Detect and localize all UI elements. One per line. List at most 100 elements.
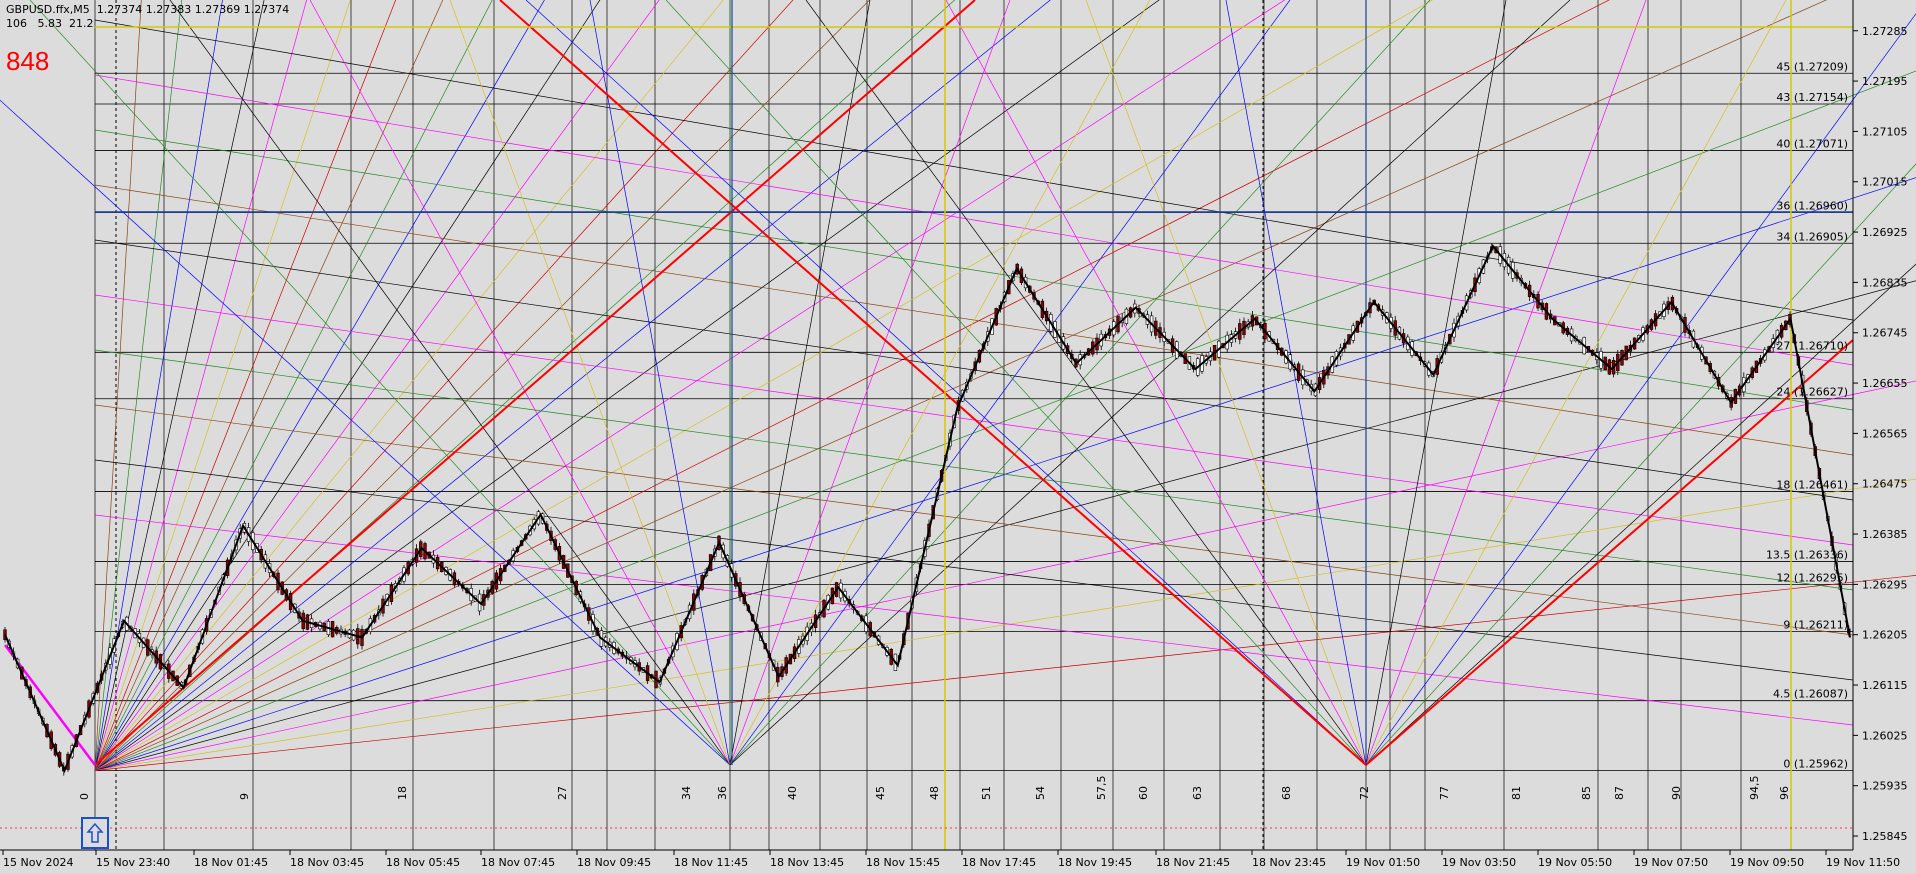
time-tick-label: 19 Nov 09:50 <box>1730 856 1804 869</box>
v-fan-line <box>0 99 731 766</box>
bottom-number: 77 <box>1438 786 1451 800</box>
bottom-number: 81 <box>1510 786 1523 800</box>
v-fan-line <box>1365 0 1787 766</box>
plot-area <box>0 0 1853 850</box>
fan-line <box>94 0 307 771</box>
fan-line <box>94 0 397 771</box>
bottom-number: 45 <box>874 786 887 800</box>
time-tick-label: 18 Nov 15:45 <box>866 856 940 869</box>
v-fan-line <box>1365 13 1916 766</box>
bottom-number: 63 <box>1191 786 1204 800</box>
time-tick-label: 18 Nov 01:45 <box>194 856 268 869</box>
fan-line <box>94 0 794 771</box>
bottom-number: 27 <box>556 786 569 800</box>
level-label: 12 (1.26295) <box>1776 571 1848 584</box>
fan-line <box>94 0 956 771</box>
scroll-arrow-button[interactable] <box>81 817 109 849</box>
red-diagonal <box>499 0 1367 766</box>
v-fan-line <box>589 0 731 766</box>
bottom-number: 60 <box>1137 786 1150 800</box>
level-label: 43 (1.27154) <box>1776 91 1848 104</box>
time-tick-label: 18 Nov 17:45 <box>962 856 1036 869</box>
v-fan-line <box>1365 263 1916 766</box>
time-tick-label: 18 Nov 07:45 <box>481 856 555 869</box>
zigzag <box>4 244 1851 774</box>
level-label: 34 (1.26905) <box>1776 230 1848 243</box>
bottom-number: 40 <box>786 786 799 800</box>
time-tick-label: 19 Nov 01:50 <box>1346 856 1420 869</box>
price-tick-label: 1.27015 <box>1862 176 1908 189</box>
fan-line <box>94 177 1916 771</box>
price-tick-label: 1.26745 <box>1862 327 1908 340</box>
time-tick-label: 18 Nov 11:45 <box>674 856 748 869</box>
bottom-number: 48 <box>928 786 941 800</box>
magenta-leg <box>4 644 96 766</box>
fan-line <box>94 280 1916 771</box>
time-tick-label: 15 Nov 2024 <box>3 856 73 869</box>
big-number-label: 848 <box>6 46 50 76</box>
time-tick-label: 19 Nov 03:50 <box>1442 856 1516 869</box>
price-tick-label: 1.26115 <box>1862 679 1908 692</box>
price-tick-label: 1.27285 <box>1862 25 1908 38</box>
bottom-number: 68 <box>1280 786 1293 800</box>
level-label: 40 (1.27071) <box>1776 137 1848 150</box>
fan-line-desc <box>94 129 1854 411</box>
level-label: 45 (1.27209) <box>1776 60 1848 73</box>
v-fan-line <box>449 0 731 766</box>
v-fan-line <box>1085 0 1367 766</box>
fan-line-desc <box>94 349 1854 591</box>
fan-line <box>94 0 223 771</box>
time-tick-label: 18 Nov 09:45 <box>577 856 651 869</box>
level-label: 13.5 (1.26336) <box>1766 548 1848 561</box>
bottom-number: 18 <box>396 786 409 800</box>
time-tick-label: 18 Nov 19:45 <box>1058 856 1132 869</box>
fan-line <box>94 0 1610 771</box>
fan-line-desc <box>94 74 1854 366</box>
fan-line <box>94 0 444 771</box>
bottom-number: 85 <box>1580 786 1593 800</box>
level-label: 0 (1.25962) <box>1783 758 1848 771</box>
fan-line <box>94 0 142 771</box>
red-diagonal <box>1365 339 1854 766</box>
v-fan-line <box>665 0 1367 766</box>
price-tick-label: 1.26925 <box>1862 226 1908 239</box>
special-lines <box>0 0 1854 850</box>
v-fan-line <box>525 0 1367 766</box>
level-label: 24 (1.26627) <box>1776 386 1848 399</box>
bottom-number: 87 <box>1613 786 1626 800</box>
price-tick-label: 1.26385 <box>1862 528 1908 541</box>
fan-line-desc <box>94 514 1854 726</box>
fan-line <box>94 0 871 771</box>
symbol-header: GBPUSD.ffx,M5 1.27374 1.27383 1.27369 1.… <box>6 3 290 16</box>
bottom-number: 51 <box>980 786 993 800</box>
price-tick-label: 1.26835 <box>1862 276 1908 289</box>
price-tick-label: 1.26565 <box>1862 427 1908 440</box>
price-axis: 1.27285 1.27195 1.27105 1.27015 1.26925 1.268… <box>1853 25 1908 843</box>
price-tick-label: 1.25845 <box>1862 830 1908 843</box>
v-fan-line <box>729 0 1151 766</box>
v-fan-line <box>1365 163 1916 766</box>
fan-line <box>94 0 724 771</box>
v-fan-line <box>729 0 1291 766</box>
fan-line <box>94 0 1160 771</box>
v-fan-line <box>169 0 731 766</box>
v-fan-line <box>729 0 871 766</box>
fan-line-desc <box>94 459 1854 681</box>
time-tick-label: 18 Nov 05:45 <box>386 856 460 869</box>
bottom-number: 57,5 <box>1095 776 1108 801</box>
fan-line <box>94 70 1916 771</box>
price-tick-label: 1.25935 <box>1862 780 1908 793</box>
price-tick-label: 1.27105 <box>1862 125 1908 138</box>
fan-line <box>94 0 1433 771</box>
bottom-number: 36 <box>716 786 729 800</box>
red-diagonal <box>94 0 976 766</box>
fan-line <box>94 0 493 771</box>
level-labels: 45 (1.27209) 43 (1.27154) 40 (1.27071) 36 (… <box>1766 60 1848 770</box>
time-axis: 15 Nov 2024 15 Nov 23:40 18 Nov 01:45 18 No… <box>2 850 1900 869</box>
price-tick-label: 1.26475 <box>1862 478 1908 491</box>
fan-line <box>94 0 351 771</box>
time-tick-label: 19 Nov 07:50 <box>1634 856 1708 869</box>
arrow-up-icon <box>86 822 104 843</box>
